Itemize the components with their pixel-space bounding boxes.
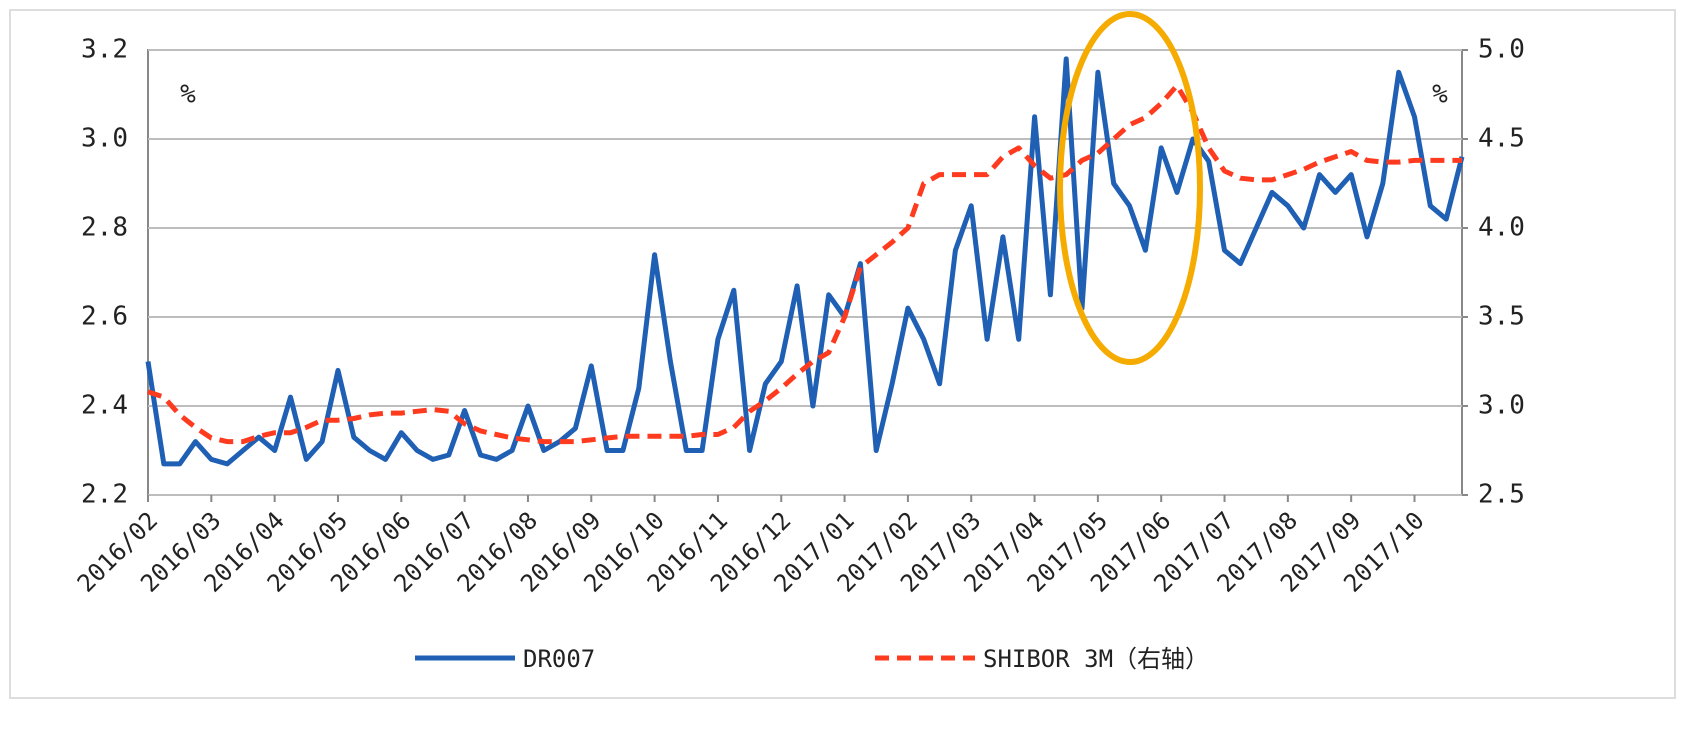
y2-tick-label: 5.0	[1478, 35, 1525, 65]
plot	[145, 49, 1465, 496]
y2-tick-label: 2.5	[1478, 480, 1525, 510]
legend-label: DR007	[523, 645, 595, 673]
highlight-ellipse	[1057, 11, 1203, 365]
series-line	[145, 56, 1465, 467]
legend-label: SHIBOR 3M（右轴）	[983, 645, 1209, 673]
y-tick-label: 2.8	[81, 213, 128, 243]
y2-tick-label: 3.5	[1478, 302, 1525, 332]
y-tick-label: 3.2	[81, 35, 128, 65]
y-tick-label: 3.0	[81, 124, 128, 154]
y2-unit: %	[1432, 80, 1448, 110]
y2-tick-label: 4.5	[1478, 124, 1525, 154]
y2-tick-label: 3.0	[1478, 391, 1525, 421]
y-tick-label: 2.4	[81, 391, 128, 421]
y-tick-label: 2.6	[81, 302, 128, 332]
y-tick-label: 2.2	[81, 480, 128, 510]
frame	[9, 9, 1676, 699]
y-unit: %	[180, 80, 196, 110]
series-line	[147, 83, 1462, 445]
y2-tick-label: 4.0	[1478, 213, 1525, 243]
